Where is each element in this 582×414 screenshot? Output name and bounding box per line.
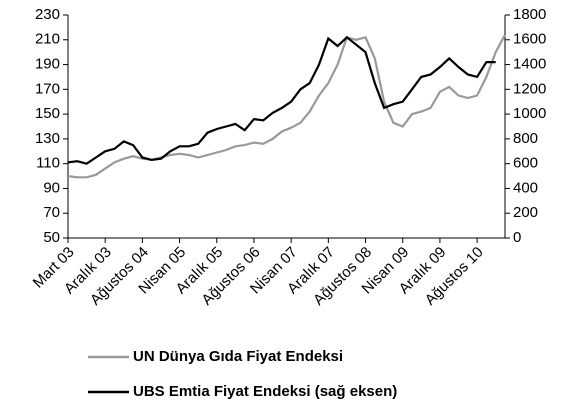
y-tick-label: 90 [43,179,60,196]
y-tick-label: 110 [36,155,60,172]
y-tick-label: 70 [43,204,60,221]
y2-tick-label: 0 [513,229,521,246]
legend-label: UBS Emtia Fiyat Endeksi (sağ eksen) [133,383,397,400]
y2-tick-label: 1600 [513,31,546,48]
y-tick-label: 170 [35,80,60,97]
y2-tick-label: 1000 [513,105,546,122]
y-tick-label: 210 [35,31,60,48]
y-tick-label: 130 [35,130,60,147]
y2-tick-label: 400 [513,179,538,196]
y-tick-label: 150 [35,105,60,122]
y2-tick-label: 1200 [513,80,546,97]
y-tick-label: 50 [43,229,60,246]
y-tick-label: 190 [35,56,60,73]
series-line [67,35,496,165]
y2-tick-label: 200 [513,204,538,221]
y-tick-label: 230 [35,6,60,23]
y2-tick-label: 600 [513,155,538,172]
legend-label: UN Dünya Gıda Fiyat Endeksi [133,348,343,365]
series-line [67,34,506,179]
y2-tick-label: 1800 [513,6,546,23]
y2-tick-label: 1400 [513,56,546,73]
y2-tick-label: 800 [513,130,538,147]
